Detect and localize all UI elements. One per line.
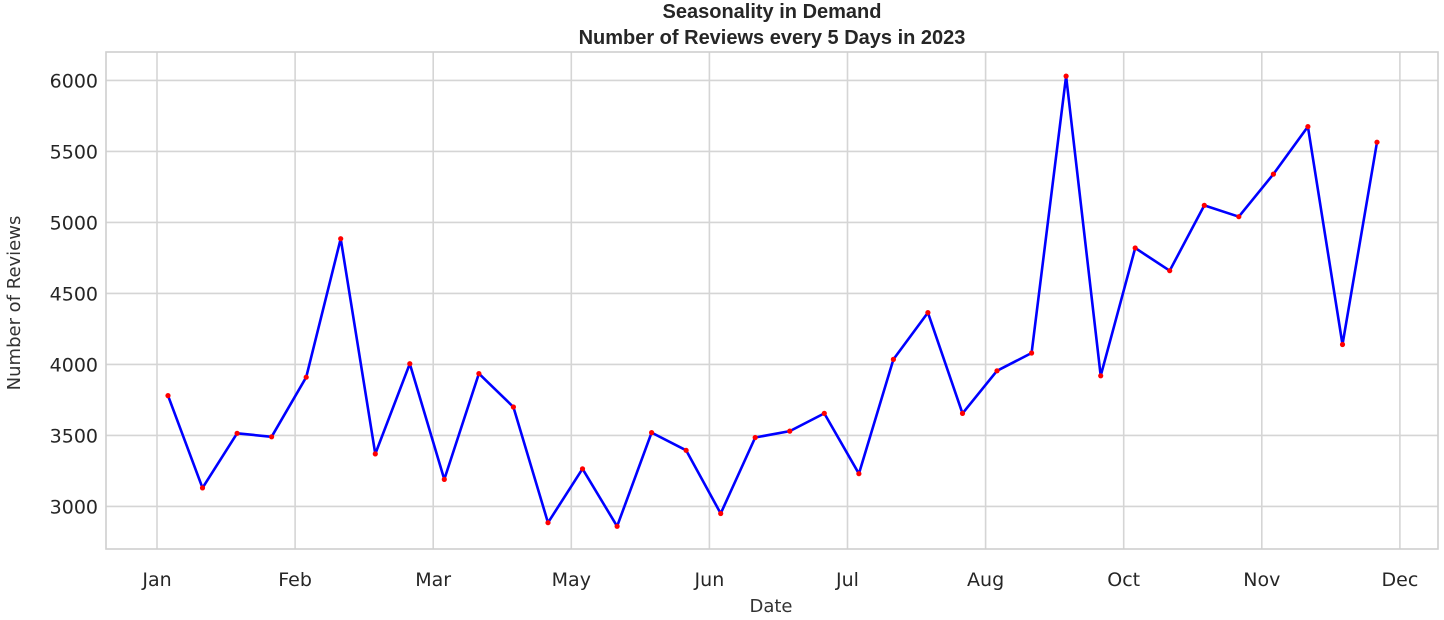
data-point [510,404,516,410]
x-axis-label: Date [749,596,792,617]
x-axis-ticks: Jan Feb Mar May Jun Jul Aug Oct Nov Dec [141,569,1418,591]
series-markers [165,73,1380,529]
y-axis-label: Number of Reviews [4,216,25,391]
data-point [718,510,724,517]
data-point [1098,373,1104,379]
data-point [269,434,275,440]
data-point [303,374,309,380]
y-tick-label: 3500 [50,425,98,447]
chart-subtitle: Number of Reviews every 5 Days in 2023 [579,27,966,49]
series-line [166,74,1379,528]
data-point [579,466,586,472]
data-point [787,428,793,434]
x-tick-label: Aug [967,569,1004,591]
data-point [752,434,758,441]
data-point [1236,214,1242,220]
y-tick-label: 6000 [50,70,98,92]
data-point [683,447,689,453]
data-point [545,520,551,526]
x-tick-label: Dec [1382,569,1419,591]
data-point [614,523,620,529]
data-point [1201,202,1207,208]
data-point [649,430,655,436]
data-point [1270,171,1276,177]
grid-lines [106,52,1438,549]
y-tick-label: 4500 [50,283,98,305]
y-tick-label: 5500 [50,141,98,163]
data-point [234,430,240,436]
data-point [1132,245,1138,251]
data-point [199,485,206,491]
x-tick-label: Feb [278,569,312,591]
y-tick-label: 4000 [50,354,98,376]
data-point [890,356,897,362]
data-point [1339,341,1346,348]
y-axis-ticks: 3000 3500 4000 4500 5000 5500 6000 [50,70,98,518]
x-tick-label: Mar [415,569,451,591]
data-point [441,476,447,482]
x-tick-label: Nov [1243,569,1280,591]
data-point [165,393,171,399]
x-tick-label: Jul [835,569,859,591]
data-point [1305,124,1311,130]
x-tick-label: Jan [141,569,171,591]
y-tick-label: 3000 [50,496,98,518]
data-point [994,368,1000,374]
plot-frame [105,51,1439,550]
data-point [476,371,482,377]
data-point [821,410,827,416]
x-tick-label: Jun [694,569,725,591]
data-point [959,410,966,416]
x-tick-label: May [552,569,591,591]
data-point [1374,139,1380,145]
data-point [1167,268,1173,274]
data-point [1029,350,1035,356]
data-point [1063,73,1069,79]
data-point [372,451,378,457]
y-tick-label: 5000 [50,212,98,234]
data-point [407,361,413,367]
chart-title: Seasonality in Demand [663,1,882,23]
data-point [338,236,344,242]
x-tick-label: Oct [1107,569,1140,591]
data-point [856,471,862,477]
data-point [925,310,931,316]
